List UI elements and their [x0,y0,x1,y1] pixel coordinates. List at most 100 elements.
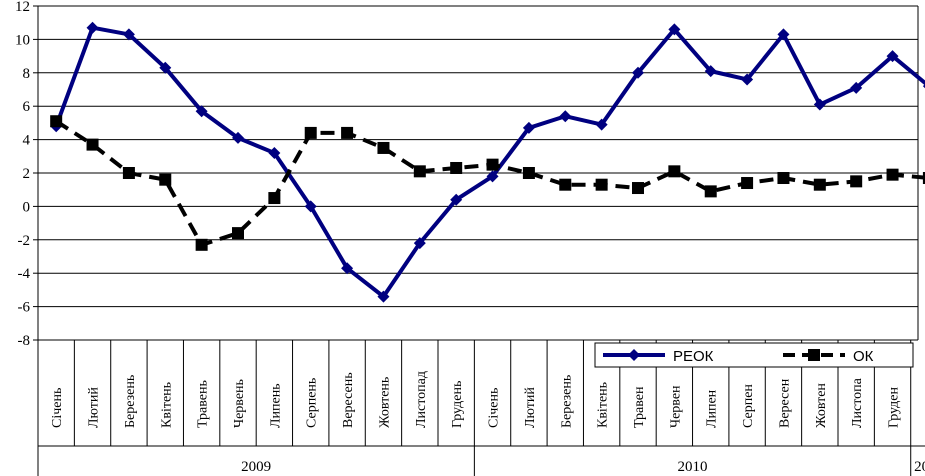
x-tick-label: Вересень [341,372,356,428]
data-point [86,21,99,34]
x-tick-label: Червень [232,379,247,428]
data-point [268,146,281,159]
x-tick-label: Жовтен [814,383,829,428]
data-point [922,84,925,89]
legend-label: ОК [853,348,874,365]
x-tick-label: Листопа [850,377,865,428]
data-point [159,173,172,186]
data-point [559,110,572,123]
x-tick-label: Лютий [87,387,102,428]
data-point [50,115,63,128]
data-point [413,165,426,178]
y-tick-label: -4 [18,266,31,282]
data-point [668,23,681,36]
data-point [268,192,281,205]
data-point [486,158,499,171]
data-point [377,290,390,303]
series-layer [50,21,925,303]
legend-marker [808,349,820,361]
x-tick-label: Травень [196,380,211,428]
data-point [341,262,354,275]
data-point [777,28,790,41]
y-tick-label: -8 [18,333,31,349]
x-tick-label: Листопад [414,371,429,428]
x-axis-categories: Січень Лютий Березень Квітень Травень Червень… [37,340,925,476]
year-label: 2009 [241,459,271,475]
y-tick-label: 2 [23,166,31,182]
data-point [922,172,925,185]
year-label: 2011 [914,459,925,475]
data-point [159,61,172,74]
x-tick-label: Березень [123,375,138,428]
data-point [122,28,135,41]
series-1 [50,21,925,303]
data-point [668,165,681,178]
y-tick-label: 10 [15,32,30,48]
data-point [886,50,899,63]
data-point [195,238,208,251]
data-point [559,178,572,191]
data-point [122,167,135,179]
x-tick-label: Січен [923,394,925,428]
y-tick-label: 8 [23,66,31,82]
data-point [377,141,390,154]
x-tick-label: Січень [50,388,65,428]
data-point [595,118,608,131]
y-tick-label: 4 [23,133,31,149]
data-point [232,227,244,240]
x-tick-label: Вересен [777,378,792,428]
x-tick-label: Квітень [596,382,611,428]
data-point [741,177,754,190]
x-tick-label: Серпен [741,384,756,428]
x-tick-label: Жовтень [377,377,392,428]
data-point [450,161,463,174]
data-point [632,182,644,195]
x-tick-label: Грудень [450,381,465,428]
x-tick-label: Серпень [305,378,320,428]
gridlines [38,5,918,341]
data-point [850,81,863,94]
x-tick-label: Березень [559,375,574,428]
x-tick-label: Червен [668,385,683,428]
data-point [632,66,644,79]
y-tick-label: 12 [15,0,30,15]
data-point [413,237,426,250]
data-point [704,185,717,198]
data-point [886,168,899,181]
data-point [777,172,790,185]
x-tick-label: Квітень [159,382,174,428]
data-point [813,178,826,191]
x-tick-label: Травен [632,386,647,428]
data-point [304,126,317,139]
year-label: 2010 [678,459,708,475]
data-point [850,175,863,188]
legend-label: РЕОК [673,348,714,365]
data-point [813,98,826,111]
data-point [450,193,463,206]
x-tick-label: Лютий [523,387,538,428]
data-point [704,65,717,78]
data-point [86,138,99,151]
data-point [595,178,608,191]
x-tick-label: Груден [887,387,902,428]
data-point [741,73,754,86]
data-point [232,131,244,144]
legend-marker [628,349,640,361]
data-point [522,167,535,179]
legend: РЕОК ОК [594,342,914,368]
x-tick-label: Липен [705,389,720,428]
x-tick-label: Січень [487,388,502,428]
x-tick-label: Липень [268,383,283,428]
data-point [486,170,499,183]
data-point [195,105,208,118]
y-tick-label: 0 [23,199,31,215]
y-axis-ticks: -8 -6 -4 -2 0 2 4 6 8 10 12 [15,0,38,349]
y-tick-label: -6 [18,300,31,316]
y-tick-label: -2 [18,233,31,249]
data-point [341,126,354,139]
y-tick-label: 6 [23,99,31,115]
series-2 [50,115,925,251]
data-point [522,121,535,134]
data-point [304,200,317,213]
